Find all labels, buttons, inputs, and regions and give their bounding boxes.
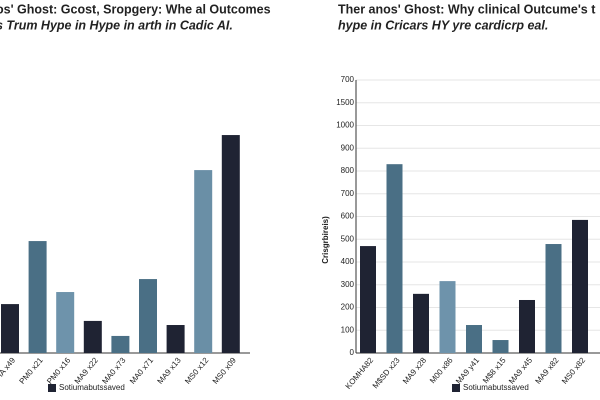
- y-tick-label: 200: [341, 303, 355, 312]
- x-tick-label: MS0 x82: [560, 355, 588, 385]
- bar: [139, 279, 157, 353]
- chart-title: Ther anos' Ghost: Why clinical Outcume's…: [338, 2, 596, 16]
- bar: [1, 304, 19, 353]
- chart-title: os' Ghost: Gcost, Sropgery: Whe al Outco…: [0, 2, 271, 16]
- y-tick-label: 700: [341, 75, 355, 84]
- bar: [360, 246, 376, 353]
- bar: [466, 325, 482, 353]
- x-tick-label: MS0 x12: [183, 355, 211, 385]
- x-tick-label: MA9 x45: [507, 355, 535, 385]
- y-tick-label: 800: [341, 166, 355, 175]
- bar: [28, 241, 47, 353]
- bar: [545, 244, 562, 353]
- chart-subtitle: s Trum Hype in Hype in arth in Cadic AI.: [0, 18, 233, 32]
- bar: [56, 292, 75, 353]
- x-tick-label: PM0 x21: [18, 355, 46, 385]
- legend-swatch: [48, 384, 56, 392]
- bar: [221, 135, 240, 353]
- x-tick-label: MA9 y41: [454, 355, 482, 385]
- x-tick-label: MA0 x71: [128, 355, 156, 385]
- x-tick-label: MA9 x13: [156, 355, 184, 385]
- x-tick-label: MA0 x73: [100, 355, 128, 385]
- legend-label: Sotiumabutssaved: [463, 383, 529, 392]
- bar: [413, 293, 429, 353]
- bar: [386, 164, 403, 353]
- y-tick-label: 900: [341, 143, 355, 152]
- y-tick-label: 500: [341, 234, 355, 243]
- bar: [439, 281, 456, 353]
- y-tick-label: 600: [341, 212, 355, 221]
- legend-swatch: [452, 384, 460, 392]
- x-tick-label: MHA x49: [0, 355, 17, 386]
- y-tick-label: 1500: [336, 98, 354, 107]
- bar: [492, 340, 509, 353]
- x-tick-label: M$SD x23: [371, 355, 402, 390]
- x-tick-label: MA9 x82: [533, 355, 561, 385]
- bar: [111, 335, 130, 353]
- y-tick-label: 400: [341, 257, 355, 266]
- y-tick-label: 100: [341, 325, 355, 334]
- bar: [83, 320, 102, 353]
- legend-label: Sotiumabutssaved: [59, 383, 125, 392]
- bar: [519, 299, 535, 353]
- x-tick-label: MA9 x28: [401, 355, 429, 385]
- y-tick-label: 700: [341, 189, 355, 198]
- y-tick-label: 300: [341, 280, 355, 289]
- x-tick-label: M$8 x15: [481, 355, 508, 385]
- x-tick-label: MA9 x22: [73, 355, 101, 385]
- y-axis-label: Crisgrbireis): [321, 216, 330, 264]
- bar: [166, 325, 185, 353]
- y-tick-label: 1000: [336, 121, 354, 130]
- chart-subtitle: hype in Cricars HY yre cardicrp eal.: [338, 18, 548, 32]
- x-tick-label: PM0 x16: [45, 355, 73, 385]
- y-tick-label: 0: [350, 348, 355, 357]
- x-tick-label: MS0 x09: [211, 355, 239, 385]
- bar: [572, 219, 588, 353]
- x-tick-label: M00 x86: [428, 355, 455, 385]
- bar: [194, 170, 213, 353]
